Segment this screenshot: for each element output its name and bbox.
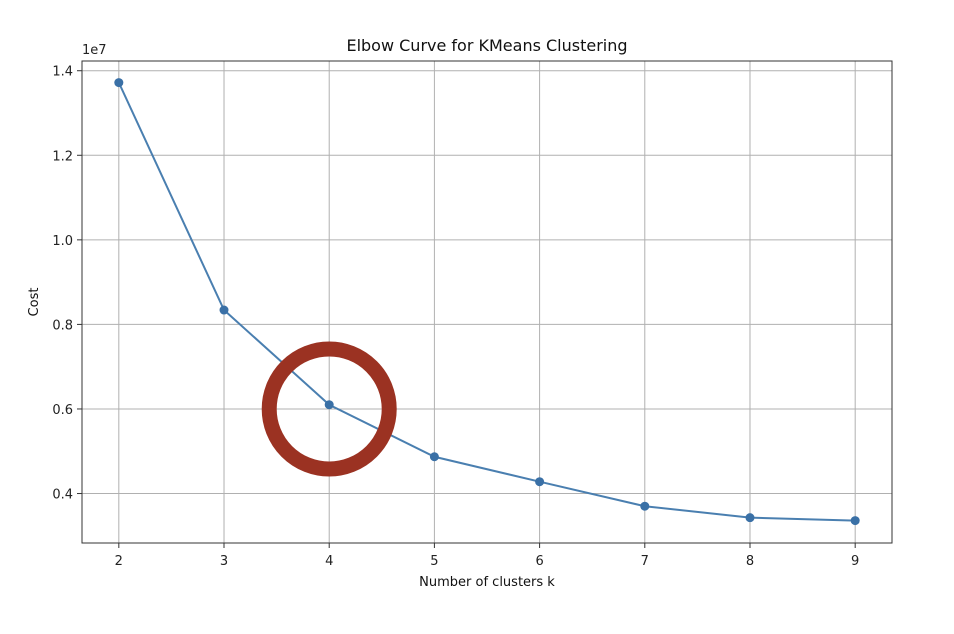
- y-axis-ticks: 0.4 0.6 0.8 1.0 1.2 1.4: [52, 65, 82, 503]
- y-tick-label: 1.2: [52, 149, 73, 164]
- x-axis-ticks: 2 3 4 5 6 7 8 9: [115, 543, 859, 569]
- y-tick-label: 0.4: [52, 488, 73, 503]
- annotations: [261, 341, 397, 477]
- plot-frame: [81, 60, 893, 544]
- data-point: [850, 516, 860, 526]
- series-line: [117, 82, 856, 522]
- x-tick-label: 3: [220, 554, 228, 569]
- series: [114, 78, 860, 526]
- y-tick-label: 1.4: [52, 65, 73, 80]
- chart-title: Elbow Curve for KMeans Clustering: [346, 36, 627, 55]
- grid: [82, 61, 892, 543]
- x-tick-label: 6: [535, 554, 543, 569]
- x-tick-label: 7: [641, 554, 649, 569]
- data-point: [219, 305, 229, 315]
- y-tick-label: 0.8: [52, 318, 73, 333]
- x-tick-label: 8: [746, 554, 754, 569]
- data-point: [745, 513, 755, 523]
- data-point: [429, 452, 439, 462]
- x-tick-label: 9: [851, 554, 859, 569]
- x-tick-label: 5: [430, 554, 438, 569]
- data-point: [640, 501, 650, 511]
- x-tick-label: 4: [325, 554, 333, 569]
- x-tick-label: 2: [115, 554, 123, 569]
- y-tick-label: 0.6: [52, 403, 73, 418]
- x-axis-label: Number of clusters k: [419, 575, 555, 590]
- elbow-highlight-circle: [261, 341, 397, 477]
- data-point: [535, 477, 545, 487]
- data-point: [114, 78, 124, 88]
- y-tick-label: 1.0: [52, 234, 73, 249]
- data-point: [324, 400, 334, 410]
- y-axis-offset-label: 1e7: [82, 43, 107, 58]
- y-axis-label: Cost: [27, 288, 42, 317]
